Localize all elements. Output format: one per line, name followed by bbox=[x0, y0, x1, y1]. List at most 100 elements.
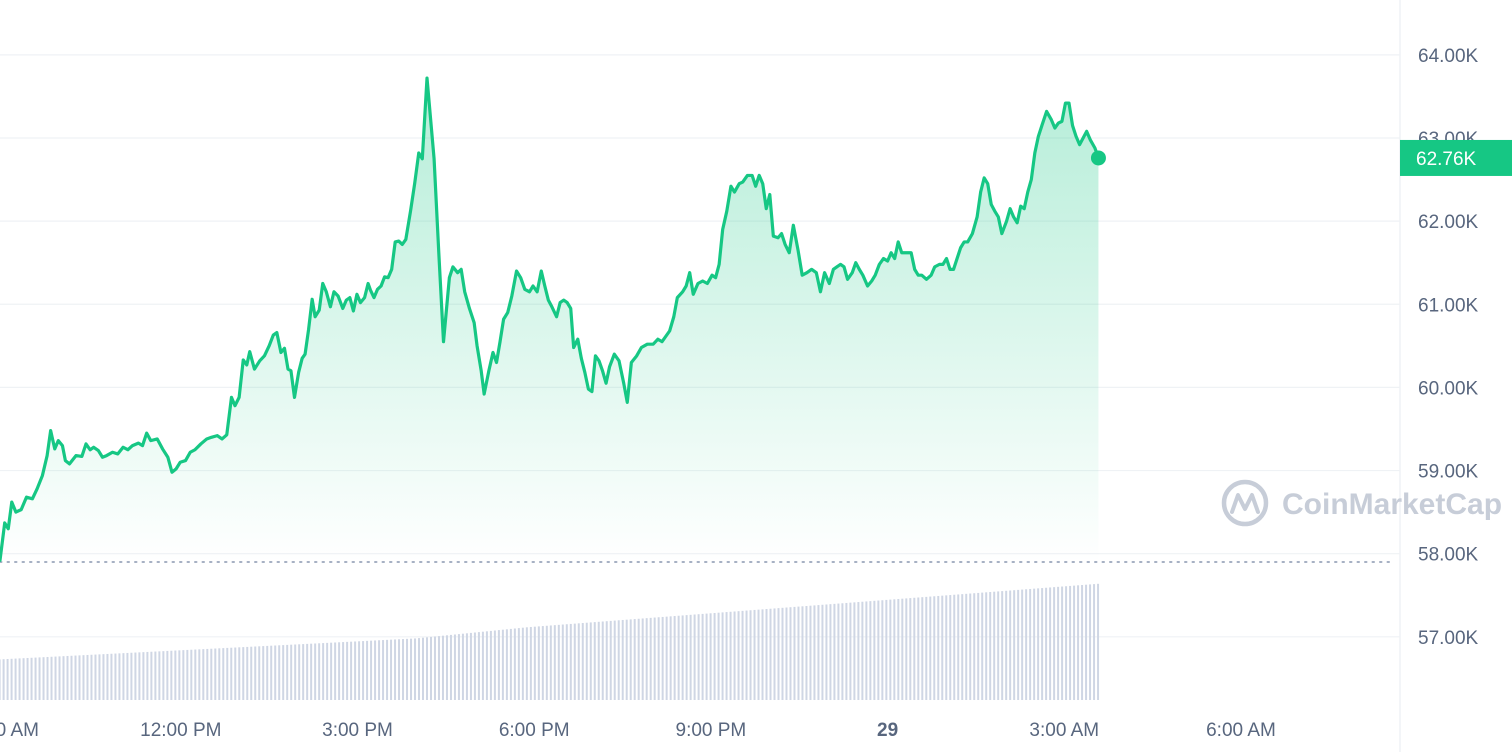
volume-bar bbox=[921, 597, 924, 700]
volume-bar bbox=[114, 653, 117, 700]
volume-bar bbox=[997, 591, 1000, 700]
x-tick-label: 3:00 PM bbox=[322, 720, 393, 741]
volume-bar bbox=[833, 603, 836, 700]
volume-bar bbox=[174, 650, 177, 700]
volume-bar bbox=[106, 653, 109, 700]
price-line[interactable] bbox=[0, 76, 1101, 562]
volume-bar bbox=[621, 619, 624, 700]
volume-bar bbox=[545, 625, 548, 700]
volume-bar bbox=[941, 595, 944, 700]
volume-bar bbox=[989, 592, 992, 700]
volume-bar bbox=[881, 600, 884, 700]
volume-bar bbox=[266, 645, 269, 700]
x-axis: 9:00 AM 12:00 PM 3:00 PM 6:00 PM 9:00 PM 29 3:… bbox=[0, 720, 1276, 741]
volume-bar bbox=[314, 643, 317, 700]
volume-bar bbox=[701, 613, 704, 700]
volume-bar bbox=[50, 656, 53, 700]
volume-bar bbox=[869, 601, 872, 700]
x-tick-label: 9:00 PM bbox=[676, 720, 747, 741]
volume-bar bbox=[465, 633, 468, 700]
volume-bar bbox=[22, 658, 25, 700]
volume-bar bbox=[322, 643, 325, 700]
volume-bar bbox=[318, 643, 321, 700]
volume-bar bbox=[1005, 590, 1008, 700]
volume-bar bbox=[541, 626, 544, 700]
volume-bar bbox=[166, 650, 169, 700]
volume-bar bbox=[154, 651, 157, 700]
volume-bar bbox=[457, 634, 460, 700]
volume-bar bbox=[945, 595, 948, 700]
volume-bar bbox=[717, 612, 720, 700]
volume-bar bbox=[230, 647, 233, 700]
volume-bar bbox=[649, 617, 652, 700]
volume-bar bbox=[298, 644, 301, 700]
volume-bar bbox=[86, 654, 89, 700]
volume-bar bbox=[601, 621, 604, 700]
volume-bar bbox=[793, 606, 796, 700]
volume-bar bbox=[62, 656, 65, 700]
volume-bar bbox=[985, 592, 988, 700]
volume-bar bbox=[777, 608, 780, 700]
volume-bar bbox=[422, 637, 424, 700]
volume-bar bbox=[497, 630, 500, 700]
volume-bar bbox=[1025, 589, 1028, 700]
volume-bar bbox=[202, 649, 205, 700]
volume-bar bbox=[677, 615, 680, 700]
volume-bar bbox=[769, 608, 772, 700]
volume-bar bbox=[829, 604, 832, 700]
volume-bar bbox=[721, 612, 724, 700]
volume-bar bbox=[913, 597, 916, 700]
current-price-text: 62.76K bbox=[1416, 149, 1477, 170]
volume-bar bbox=[326, 642, 329, 700]
volume-bar bbox=[258, 646, 261, 700]
y-tick-label: 57.00K bbox=[1418, 628, 1479, 649]
volume-bar bbox=[605, 621, 608, 700]
volume-bar bbox=[1065, 586, 1068, 700]
volume-bar bbox=[398, 639, 401, 700]
volume-bar bbox=[581, 623, 584, 700]
volume-bar bbox=[681, 615, 684, 700]
volume-bar bbox=[585, 622, 588, 700]
volume-bar bbox=[1037, 588, 1040, 700]
volume-bar bbox=[122, 653, 125, 700]
volume-bar bbox=[238, 647, 241, 700]
volume-bar bbox=[517, 628, 520, 700]
volume-bar bbox=[425, 637, 428, 700]
volume-bar bbox=[441, 635, 444, 700]
volume-bar bbox=[745, 610, 748, 700]
volume-bar bbox=[14, 658, 17, 700]
volume-bar bbox=[1053, 587, 1056, 700]
volume-bar bbox=[737, 611, 740, 700]
volume-bar bbox=[126, 652, 129, 700]
current-price-dot[interactable] bbox=[1090, 150, 1106, 166]
volume-bar bbox=[577, 623, 580, 700]
volume-bar bbox=[94, 654, 97, 700]
volume-bar bbox=[525, 627, 528, 700]
volume-bar bbox=[290, 644, 293, 700]
volume-bar bbox=[198, 649, 201, 700]
y-axis: 64.00K63.00K62.00K61.00K60.00K59.00K58.0… bbox=[1418, 46, 1479, 649]
volume-bar bbox=[961, 594, 964, 700]
volume-bar bbox=[889, 599, 892, 700]
volume-bar bbox=[66, 655, 69, 700]
x-tick-label: 3:00 AM bbox=[1029, 720, 1099, 741]
volume-bar bbox=[262, 646, 265, 700]
volume-bar bbox=[973, 593, 976, 700]
volume-bar bbox=[158, 651, 161, 700]
volume-bar bbox=[194, 649, 197, 700]
volume-bar bbox=[2, 659, 5, 700]
volume-bar bbox=[310, 643, 313, 700]
volume-bar bbox=[905, 598, 908, 700]
volume-bar bbox=[565, 624, 568, 700]
current-price-label: 62.76K bbox=[1400, 139, 1512, 176]
volume-bar bbox=[226, 647, 229, 700]
volume-bar bbox=[453, 634, 456, 700]
volume-bar bbox=[210, 648, 213, 700]
volume-bars bbox=[0, 583, 1100, 700]
volume-bar bbox=[246, 646, 249, 700]
volume-bar bbox=[82, 655, 85, 700]
coinmarketcap-logo-icon bbox=[1221, 479, 1269, 527]
volume-bar bbox=[877, 600, 880, 700]
y-tick-label: 60.00K bbox=[1418, 378, 1479, 399]
